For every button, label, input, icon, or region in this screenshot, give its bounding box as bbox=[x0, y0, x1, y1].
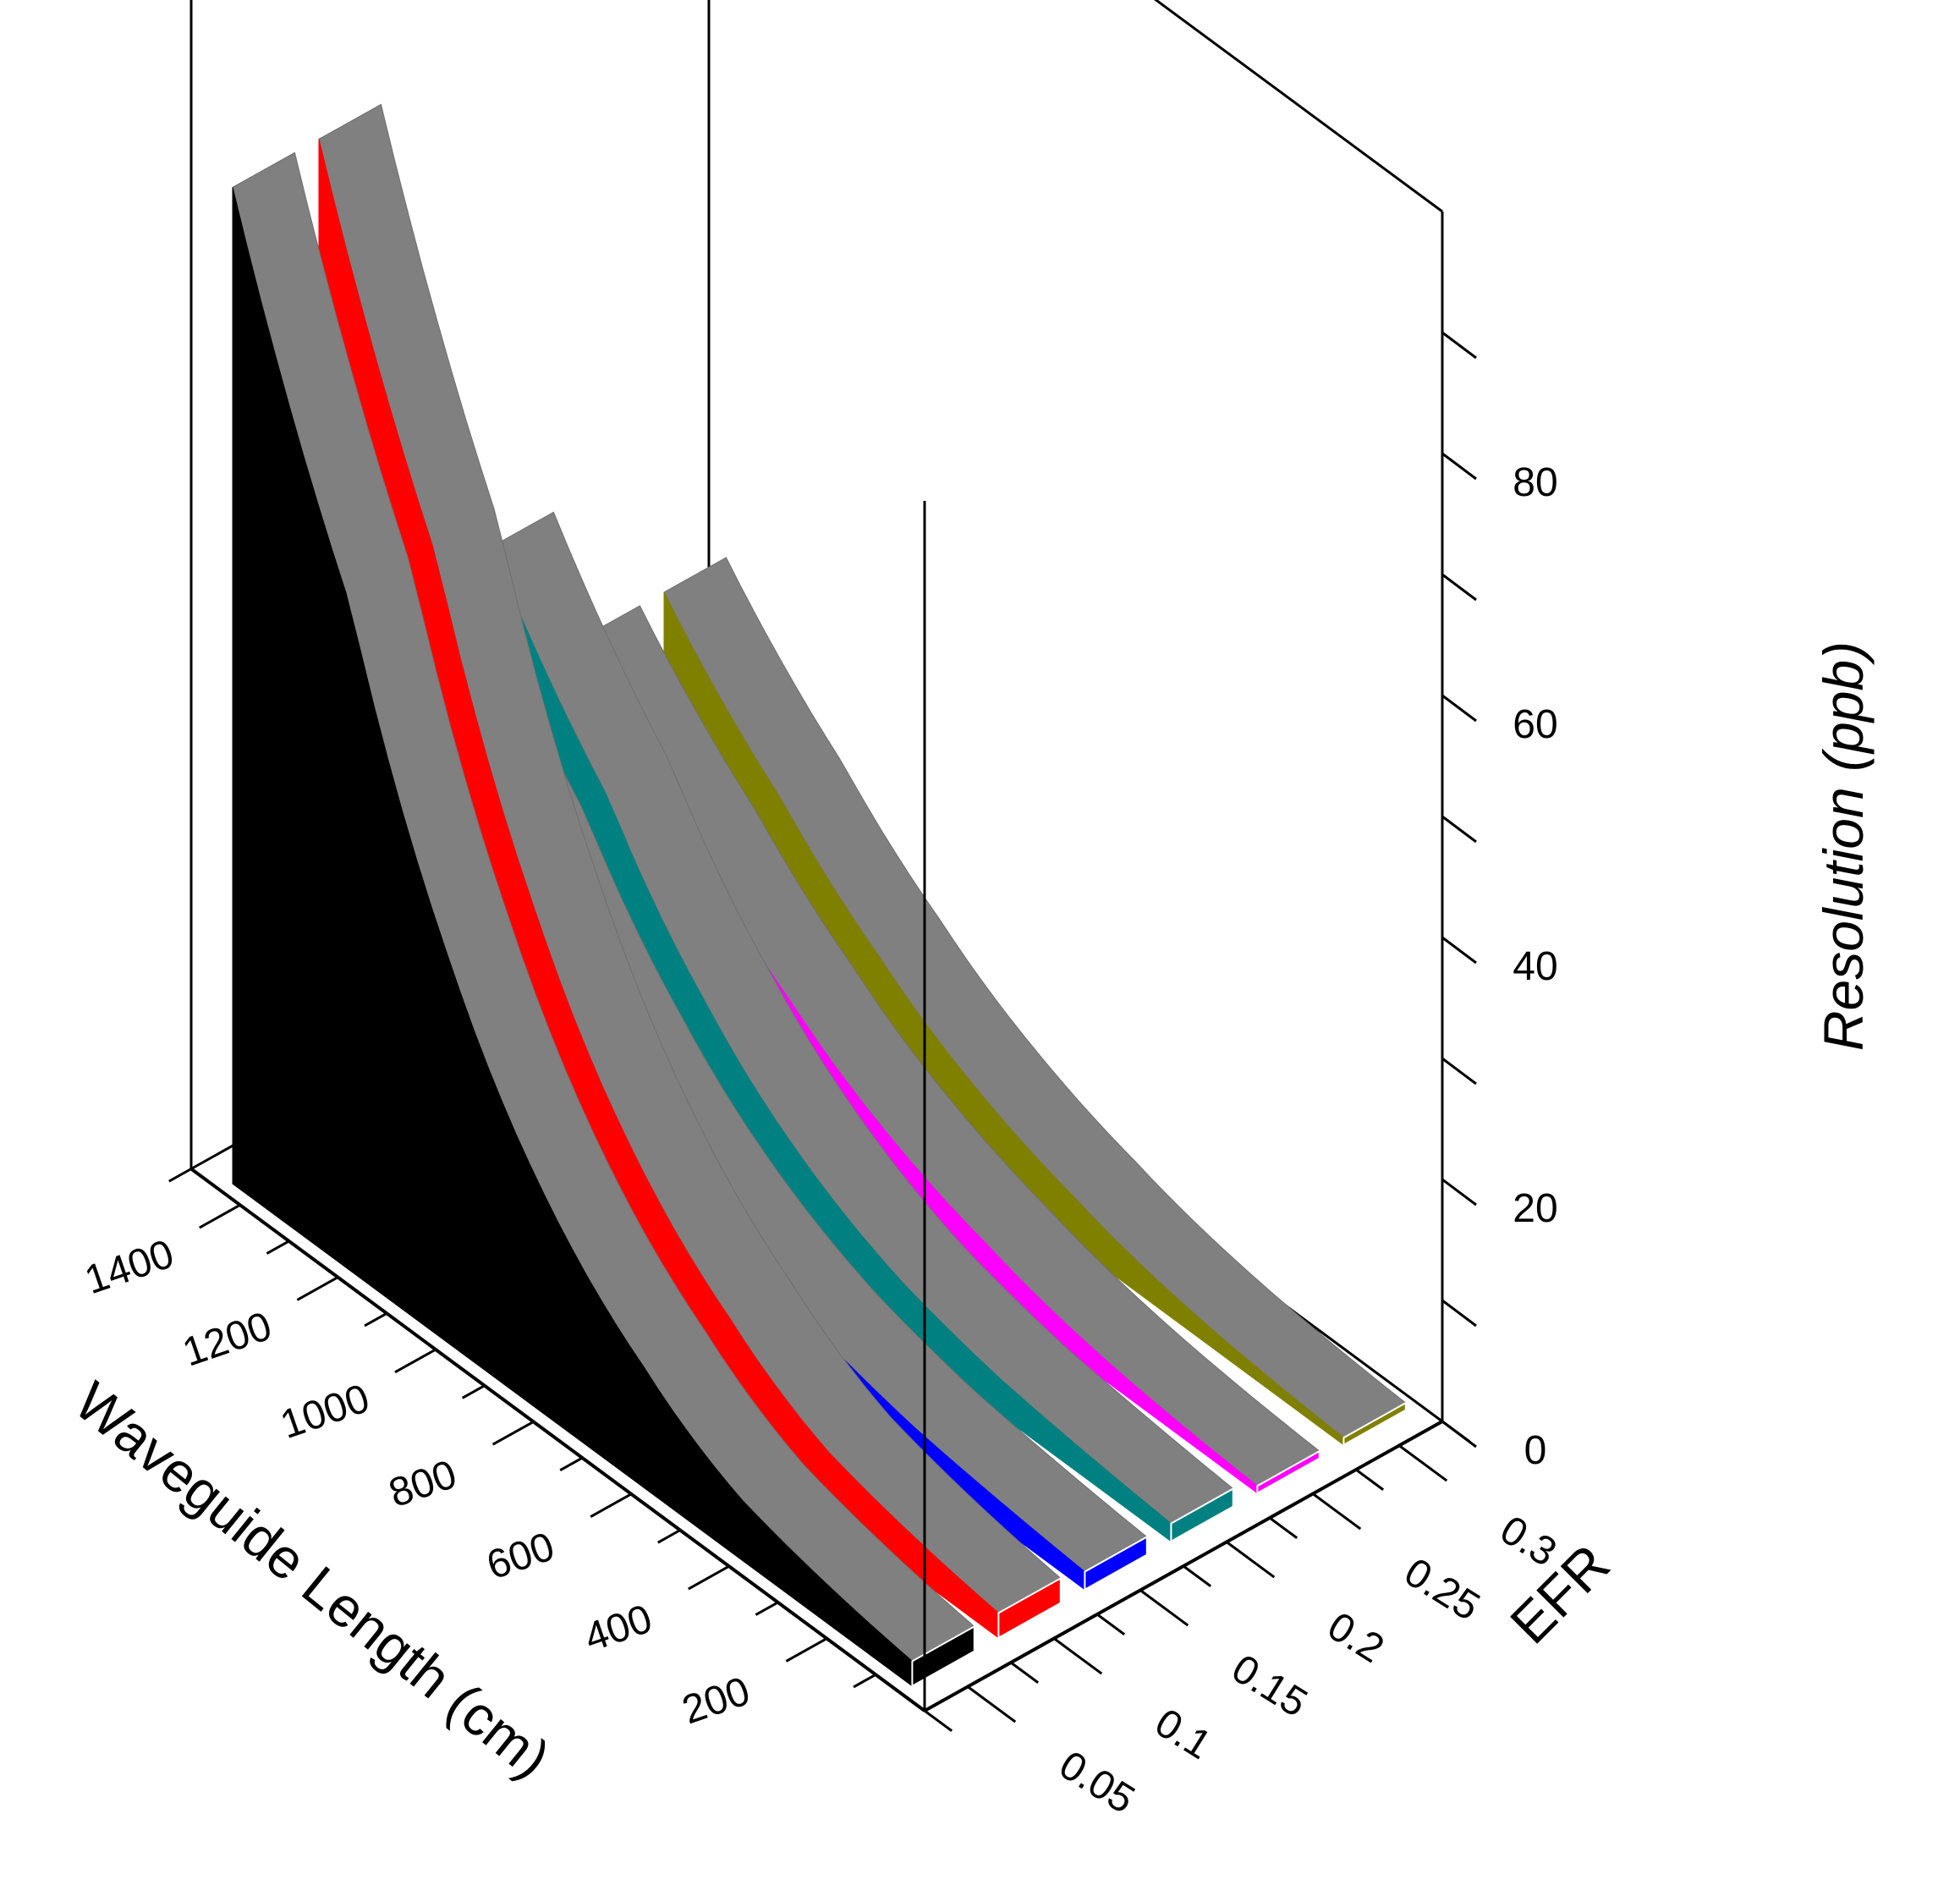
x-tick-500 bbox=[657, 1529, 681, 1544]
x-tick-700 bbox=[559, 1456, 584, 1472]
z-tick-50 bbox=[1441, 815, 1477, 844]
z-tick-label-0: 0 bbox=[1524, 1428, 1547, 1473]
y-tick-label-0-1: 0.1 bbox=[1147, 1701, 1219, 1768]
y-tick-0-2 bbox=[1226, 1541, 1276, 1579]
x-tick-label-1000: 1000 bbox=[275, 1376, 375, 1448]
x-tick-1400 bbox=[199, 1203, 241, 1229]
y-tick-label-0-15: 0.15 bbox=[1224, 1646, 1315, 1726]
z-tick-60 bbox=[1441, 694, 1477, 723]
ribbon-end-cap-efr-0-3 bbox=[1342, 1401, 1407, 1447]
x-tick-600 bbox=[590, 1492, 632, 1518]
ribbon-face-efr-0-05 bbox=[232, 187, 913, 1687]
y-tick-0-3 bbox=[1398, 1444, 1448, 1482]
x-tick-100 bbox=[853, 1673, 876, 1689]
y-tick-0-225 bbox=[1269, 1516, 1298, 1539]
z-tick-label-80: 80 bbox=[1513, 460, 1557, 505]
x-tick-label-1200: 1200 bbox=[178, 1304, 277, 1376]
x-tick-400 bbox=[688, 1564, 730, 1591]
z-tick-80 bbox=[1441, 452, 1477, 481]
y-tick-0-125 bbox=[1096, 1613, 1126, 1635]
z-tick-20 bbox=[1441, 1178, 1477, 1207]
ribbon-end-cap-efr-0-2 bbox=[1170, 1487, 1234, 1543]
x-tick-label-400: 400 bbox=[579, 1597, 658, 1661]
ribbon-end-cap-efr-0-05 bbox=[911, 1624, 975, 1688]
x-tick-label-200: 200 bbox=[677, 1668, 755, 1733]
z-tick-0 bbox=[1441, 1420, 1477, 1448]
z-axis-title: Resolution (ppb) bbox=[1812, 641, 1875, 1051]
ribbon-series-group bbox=[232, 103, 1407, 1688]
y-tick-label-0-05: 0.05 bbox=[1051, 1743, 1142, 1822]
ribbon-end-cap-efr-0-1 bbox=[997, 1576, 1062, 1640]
y-tick-0-25 bbox=[1312, 1492, 1362, 1531]
y-tick-0-05 bbox=[967, 1685, 1017, 1723]
y-tick-0-175 bbox=[1183, 1564, 1212, 1587]
x-tick-1000 bbox=[394, 1348, 436, 1374]
ribbon-end-cap-efr-0-15 bbox=[1084, 1535, 1148, 1591]
z-tick-40 bbox=[1441, 936, 1477, 965]
x-tick-label-1400: 1400 bbox=[80, 1231, 179, 1303]
x-tick-1100 bbox=[364, 1311, 387, 1328]
z-tick-label-20: 20 bbox=[1513, 1186, 1557, 1231]
y-tick-0-075 bbox=[1010, 1661, 1040, 1684]
x-axis-line bbox=[189, 1167, 926, 1712]
y-tick-0-15 bbox=[1139, 1589, 1189, 1627]
y-tick-0-025 bbox=[924, 1709, 953, 1732]
z-tick-30 bbox=[1441, 1057, 1477, 1086]
x-tick-300 bbox=[755, 1601, 779, 1616]
y-tick-label-0-25: 0.25 bbox=[1397, 1550, 1487, 1630]
z-tick-label-40: 40 bbox=[1513, 944, 1557, 989]
frame-top-right-edge bbox=[1154, 0, 1443, 213]
z-tick-10 bbox=[1441, 1299, 1477, 1328]
z-tick-70 bbox=[1441, 573, 1477, 602]
x-tick-900 bbox=[461, 1384, 486, 1399]
x-tick-1500 bbox=[168, 1168, 192, 1183]
x-tick-label-800: 800 bbox=[383, 1452, 462, 1516]
x-tick-label-600: 600 bbox=[481, 1524, 560, 1588]
z-tick-label-60: 60 bbox=[1513, 702, 1557, 747]
x-tick-1200 bbox=[296, 1276, 339, 1301]
y-tick-0-1 bbox=[1053, 1637, 1103, 1675]
x-tick-200 bbox=[785, 1637, 828, 1663]
y-tick-label-0-2: 0.2 bbox=[1320, 1604, 1392, 1672]
x-tick-800 bbox=[491, 1421, 535, 1446]
z-tick-90 bbox=[1441, 331, 1477, 360]
ribbon-end-cap-efr-0-25 bbox=[1256, 1449, 1320, 1495]
x-tick-1300 bbox=[266, 1240, 290, 1255]
y-tick-0-275 bbox=[1355, 1468, 1385, 1491]
